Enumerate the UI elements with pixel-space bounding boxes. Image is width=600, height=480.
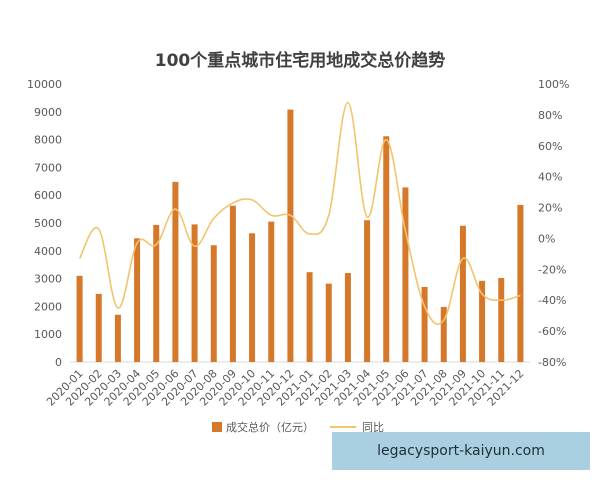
bar [210,245,217,362]
bar [191,224,198,362]
watermark-banner[interactable]: legacysport-kaiyun.com [332,432,590,470]
y-left-tick-label: 2000 [34,300,62,313]
bar [114,314,121,362]
legend-line-label: 同比 [362,421,384,434]
y-left-tick-label: 8000 [34,134,62,147]
bar [249,233,256,362]
y-right-tick-label: -20% [538,263,566,276]
bar [344,273,351,362]
legend-bar-swatch [212,422,222,432]
bar [421,286,428,362]
bar [517,204,524,362]
yoy-line [78,101,521,325]
bar [479,280,486,362]
y-left-tick-label: 10000 [27,78,62,91]
watermark-text: legacysport-kaiyun.com [377,443,545,459]
y-right-tick-label: 60% [538,140,562,153]
line-group [78,101,521,325]
chart-title: 100个重点城市住宅用地成交总价趋势 [155,50,446,71]
y-right-tick-label: 40% [538,171,562,184]
y-left-tick-label: 3000 [34,273,62,286]
bar [268,221,275,362]
axes-group: 0 1000 2000 3000 4000 5000 6000 7000 8000 9000 100… [27,78,569,409]
y-left-tick-label: 5000 [34,217,62,230]
y-left-tick-label: 0 [55,356,62,369]
bar [459,225,466,362]
bar [440,306,447,362]
y-right-tick-label: -60% [538,325,566,338]
legend-bar-label: 成交总价（亿元） [226,420,314,434]
bar [402,187,409,362]
bar [364,220,371,362]
y-right-tick-label: -40% [538,294,566,307]
bar [229,205,236,362]
y-left-tick-label: 9000 [34,106,62,119]
y-right-tick-label: 0% [538,232,555,245]
bar [306,272,313,362]
y-right-tick-label: 80% [538,109,562,122]
y-left-tick-label: 1000 [34,328,62,341]
bar [287,109,294,363]
bar [134,238,141,362]
bar [153,224,160,362]
bars-group [76,109,524,363]
y-left-tick-label: 7000 [34,161,62,174]
y-right-tick-label: -80% [538,356,566,369]
bar [76,275,83,362]
y-right-tick-label: 20% [538,202,562,215]
y-left-tick-label: 6000 [34,189,62,202]
legend: 成交总价（亿元） 同比 [212,420,384,434]
y-right-tick-label: 100% [538,78,569,91]
y-left-tick-label: 4000 [34,245,62,258]
bar [172,181,179,362]
bar [498,278,505,362]
bar [383,136,390,362]
bar [95,293,102,362]
bar [325,283,332,362]
